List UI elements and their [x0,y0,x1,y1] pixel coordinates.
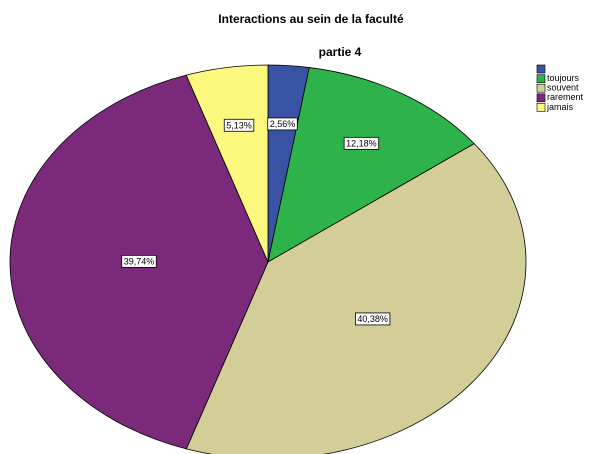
legend-swatch [536,64,546,74]
value-label: 5,13% [226,120,252,130]
pie-slice [185,143,527,454]
value-label-box [343,136,380,150]
value-label: 2,56% [270,119,296,129]
chart-subtitle: partie 4 [319,45,362,59]
value-label-box [223,118,255,132]
value-label: 39,74% [124,256,155,266]
legend-swatch [536,83,546,93]
legend-label: souvent [547,83,579,93]
value-label: 12,18% [346,138,377,148]
value-label-box [355,312,391,326]
value-label-box [121,254,157,268]
pie-slice [267,67,475,263]
value-labels: 2,56% 12,18% 40,38% 39,74% 5,13% [121,117,391,326]
chart-title: Interactions au sein de la faculté [218,12,404,26]
legend-label: toujours [547,73,580,83]
value-label: 40,38% [357,314,388,324]
pie-slice [185,64,269,263]
legend-swatch [536,74,546,83]
value-label-box [267,117,298,131]
legend-label: jamais [546,102,574,112]
legend-label: rarement [547,92,584,102]
legend-swatch [536,103,546,112]
legend-swatch [536,93,546,103]
